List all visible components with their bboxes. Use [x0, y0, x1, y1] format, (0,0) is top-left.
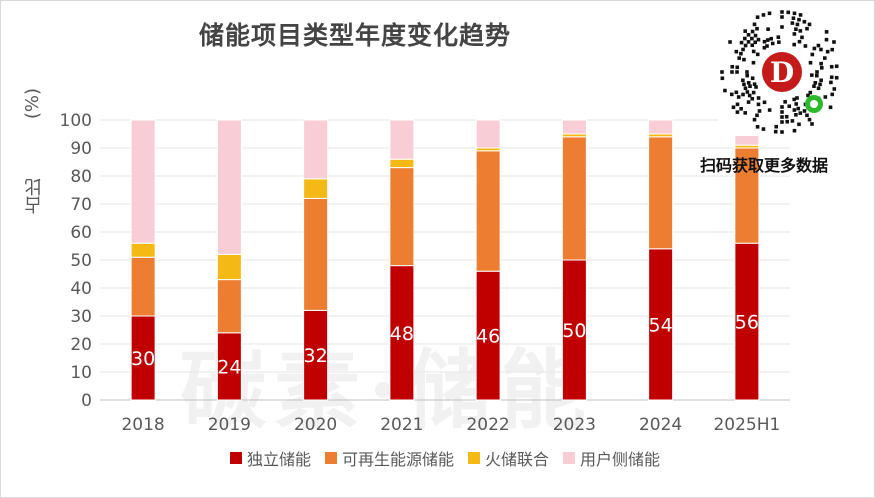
legend-item: 独立储能 — [230, 446, 311, 470]
data-label: 56 — [735, 312, 759, 334]
legend-swatch — [563, 452, 576, 464]
bar-segment — [216, 253, 242, 281]
bar-segment — [561, 259, 587, 401]
y-tick-label: 20 — [70, 335, 92, 355]
y-tick-label: 40 — [70, 279, 92, 299]
bar-segment — [475, 150, 501, 272]
legend-label: 独立储能 — [247, 450, 312, 469]
bar-segment — [648, 119, 674, 135]
y-tick-label: 10 — [70, 363, 92, 383]
data-label: 30 — [131, 348, 155, 370]
legend-swatch — [325, 452, 338, 464]
qr-code[interactable]: D — [718, 8, 846, 136]
watermark-text: 碳素·储能 — [180, 340, 594, 441]
y-tick-label: 80 — [70, 167, 92, 187]
data-label: 48 — [390, 323, 414, 345]
legend-label: 可再生能源储能 — [342, 450, 455, 469]
bar-segment — [561, 136, 587, 261]
x-tick-label: 2020 — [294, 415, 337, 435]
bar-segment — [303, 119, 329, 180]
bar-segment — [389, 119, 415, 160]
x-tick-label: 2024 — [639, 415, 682, 435]
bar-segment — [648, 136, 674, 250]
bar-segment — [130, 315, 156, 401]
qr-caption: 扫码获取更多数据 — [700, 156, 829, 175]
data-label: 54 — [649, 314, 673, 336]
logo-icon — [762, 52, 802, 92]
data-label: 50 — [562, 320, 586, 342]
legend-item: 用户侧储能 — [563, 446, 660, 470]
y-tick-label: 100 — [60, 111, 92, 131]
legend-label: 用户侧储能 — [580, 450, 661, 469]
bar-segment — [303, 178, 329, 199]
bar-segment — [130, 119, 156, 244]
data-label: 24 — [217, 356, 241, 378]
y-tick-label: 30 — [70, 307, 92, 327]
svg-text:D: D — [770, 56, 794, 89]
data-label: 32 — [304, 345, 328, 367]
x-tick-label: 2019 — [208, 415, 251, 435]
bar-segment — [303, 309, 329, 401]
legend-item: 火储联合 — [468, 446, 549, 470]
bar-segment — [475, 119, 501, 149]
y-tick-label: 70 — [70, 195, 92, 215]
chart-legend: 独立储能 可再生能源储能 火储联合 用户侧储能 — [230, 446, 690, 470]
x-tick-label: 2022 — [466, 415, 509, 435]
chart-title: 储能项目类型年度变化趋势 — [198, 21, 511, 50]
bar-segment — [130, 242, 156, 258]
bar-segment — [389, 158, 415, 169]
bar-segment — [734, 242, 760, 401]
bar-segment — [389, 265, 415, 401]
y-tick-label: 50 — [70, 251, 92, 271]
y-tick-label: 60 — [70, 223, 92, 243]
bar-segment — [389, 167, 415, 267]
bar-segment — [216, 119, 242, 255]
bar-segment — [475, 270, 501, 401]
y-tick-label: 0 — [81, 391, 92, 411]
x-tick-label: 2021 — [380, 415, 423, 435]
bar-segment — [130, 256, 156, 317]
bar-segment — [648, 248, 674, 401]
x-tick-label: 2023 — [553, 415, 596, 435]
legend-swatch — [230, 452, 242, 464]
bar-segment — [216, 332, 242, 401]
y-tick-label: 90 — [70, 139, 92, 159]
data-label: 46 — [476, 326, 500, 348]
legend-swatch — [468, 452, 481, 464]
bar-segment — [216, 279, 242, 334]
bar-segment — [561, 119, 587, 135]
x-tick-label: 2025H1 — [713, 415, 780, 435]
bar-segment — [734, 147, 760, 244]
legend-label: 火储联合 — [485, 450, 550, 469]
legend-item: 可再生能源储能 — [325, 446, 454, 470]
x-tick-label: 2018 — [121, 415, 164, 435]
bar-segment — [303, 197, 329, 311]
qr-code-graphic: D — [718, 8, 846, 136]
